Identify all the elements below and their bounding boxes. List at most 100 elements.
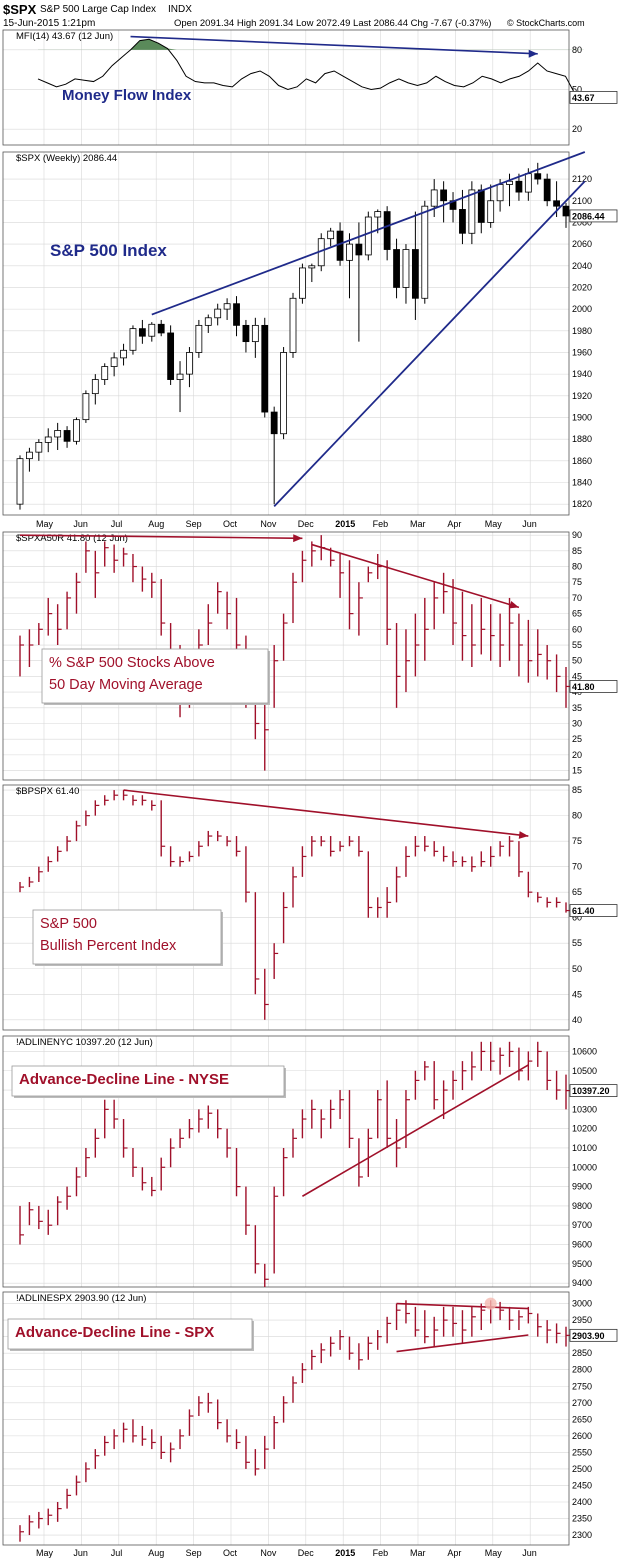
spx-candle [73, 419, 80, 442]
spx-candle [16, 458, 24, 505]
spx-candle [204, 317, 212, 326]
bpspx-trendline [123, 789, 529, 837]
spxa50r-annotation: % S&P 500 Stocks Above [49, 655, 215, 671]
adline_nyc-trendline [302, 1064, 529, 1197]
last-value-box [569, 680, 618, 693]
spx-candle [54, 430, 62, 438]
adline_spx-callout-box [7, 1318, 253, 1350]
mfi-line [37, 38, 585, 98]
spx-candle [496, 184, 504, 202]
legend-label: MFI(14) 43.67 (12 Jun) [16, 31, 113, 42]
y-tick-label: 20 [572, 124, 582, 134]
y-tick-label: 50 [572, 964, 582, 974]
y-tick-label: 2950 [572, 1315, 592, 1325]
spx-candle [44, 436, 52, 443]
spx-candle [223, 303, 231, 310]
adline_spx-trendline [396, 1334, 529, 1353]
y-tick-label: 25 [572, 734, 582, 744]
spx-candle [562, 205, 570, 217]
y-tick-label: 1940 [572, 369, 592, 379]
bpspx-trend-arrowhead [518, 831, 529, 839]
y-tick-label: 2750 [572, 1381, 592, 1391]
spx-candle [543, 178, 551, 202]
y-tick-label: 2850 [572, 1348, 592, 1358]
panel-adline_nyc: 1060010500104001030010200101001000099009… [2, 1035, 618, 1288]
spx-candle [120, 349, 127, 359]
x-tick-label: Jun [73, 1548, 88, 1558]
x-tick-label: May [36, 519, 54, 529]
y-tick-label: 10500 [572, 1066, 597, 1076]
header-watermark: © StockCharts.com [507, 18, 585, 28]
spxa50r-trend-arrowhead [508, 600, 519, 609]
spx-candle [101, 366, 109, 380]
spx-candle [506, 180, 513, 185]
legend-label: $BPSPX 61.40 [16, 786, 79, 797]
bpspx-callout-box [32, 909, 222, 965]
panel-spx: 2120 2100 2080 2060 2040 2020 2000 1980 1960 1940… [2, 151, 618, 516]
x-axis-spx: May Jun Jul Aug Sep Oct Nov Dec 2015 Feb Mar Apr May… [36, 519, 537, 529]
spx-candle [91, 379, 99, 395]
last-value-label: 61.40 [572, 906, 595, 916]
legend-label: $SPX (Weekly) 2086.44 [16, 153, 117, 164]
spx-candle [374, 211, 382, 218]
x-tick-label: Jun [522, 519, 537, 529]
spx-candle [261, 324, 269, 413]
y-tick-label: 2400 [572, 1497, 592, 1507]
y-tick-label: 60 [572, 913, 582, 923]
x-tick-label: Jul [111, 519, 123, 529]
bpspx-annotation: S&P 500 [40, 916, 97, 932]
x-tick-label: Dec [298, 1548, 315, 1558]
y-tick-label: 2800 [572, 1365, 592, 1375]
panel-frame [2, 151, 570, 516]
spx-candle [167, 332, 175, 380]
spx-candle [26, 451, 33, 460]
x-tick-label: Dec [298, 519, 315, 529]
spx-candle [157, 323, 165, 334]
last-value-box [569, 1328, 618, 1342]
y-tick-label: 15 [572, 766, 582, 776]
adline_nyc-annotation: Advance-Decline Line - NYSE [19, 1071, 229, 1088]
mfi-trendline [130, 35, 538, 55]
spx-candle [515, 180, 523, 193]
y-tick-label: 1880 [572, 434, 592, 444]
y-tick-label: 45 [572, 671, 582, 681]
spx-candle [129, 328, 137, 351]
x-axis-bottom: May Jun Jul Aug Sep Oct Nov Dec 2015 Feb Mar Apr May… [36, 1548, 537, 1558]
y-tick-label: 45 [572, 989, 582, 999]
last-value-box [569, 209, 618, 223]
spx-candle [299, 267, 306, 299]
last-value-label: 10397.20 [572, 1086, 610, 1096]
header-quote: Open 2091.34 High 2091.34 Low 2072.49 La… [174, 18, 492, 29]
y-tick-label: 85 [572, 546, 582, 556]
y-tick-label: 2450 [572, 1480, 592, 1490]
y-tick-label: 1820 [572, 499, 592, 509]
y-tick-label: 1900 [572, 412, 592, 422]
y-tick-label: 2120 [572, 174, 592, 184]
y-tick-label: 55 [572, 938, 582, 948]
spx-candle [383, 211, 391, 250]
x-tick-label: Oct [223, 1548, 238, 1558]
spx-candle [214, 308, 222, 319]
spx-candle [430, 189, 438, 207]
spxa50r-annotation: 50 Day Moving Average [49, 677, 203, 693]
spx-candle [242, 324, 250, 343]
spx-trendline [273, 180, 586, 507]
x-tick-label: 2015 [335, 519, 355, 529]
panel-frame [2, 1291, 570, 1546]
y-tick-label: 75 [572, 577, 582, 587]
y-tick-label: 10200 [572, 1124, 597, 1134]
y-tick-label: 9800 [572, 1201, 592, 1211]
legend-label: !ADLINENYC 10397.20 (12 Jun) [16, 1037, 153, 1048]
panel-frame [2, 531, 570, 781]
spx-candle [148, 323, 156, 337]
y-tick-label: 10600 [572, 1046, 597, 1056]
x-tick-label: May [485, 519, 503, 529]
spxa50r-trendline [311, 543, 520, 609]
x-tick-label: Jul [111, 1548, 123, 1558]
spx-candle [289, 297, 297, 353]
y-tick-label: 2500 [572, 1464, 592, 1474]
y-tick-label: 65 [572, 887, 582, 897]
